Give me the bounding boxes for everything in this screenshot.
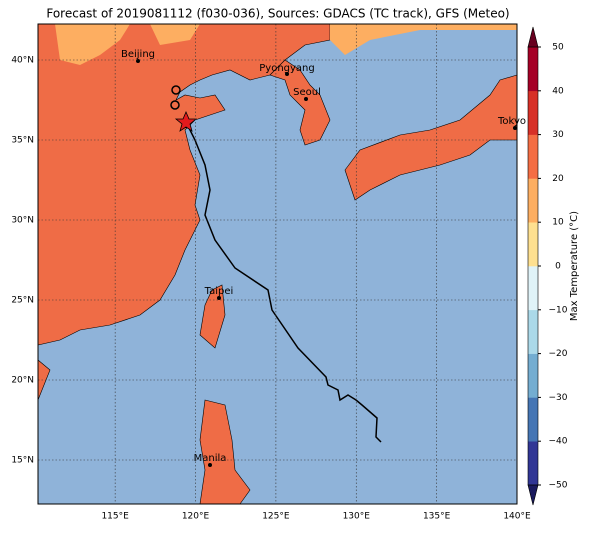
colorbar-segment [528, 134, 538, 179]
city-label: Seoul [293, 87, 321, 98]
colorbar-segment [528, 441, 538, 486]
mainland [37, 23, 331, 346]
storm-marker [171, 85, 181, 95]
colorbar-segment [528, 309, 538, 354]
colorbar-tick-label: 0 [555, 262, 561, 272]
storm-star [174, 110, 198, 132]
city-dot [217, 296, 221, 300]
storm-marker [170, 100, 180, 110]
colorbar-tick-label: 10 [552, 218, 564, 228]
x-tick-label: 140°E [503, 512, 531, 522]
russia [330, 24, 517, 55]
y-tick-label: 20°N [11, 376, 34, 386]
colorbar-tick-label: −10 [549, 305, 568, 315]
y-tick-label: 40°N [11, 56, 34, 66]
city-dot [304, 97, 308, 101]
colorbar-over [527, 26, 539, 48]
x-tick-label: 120°E [182, 512, 210, 522]
graticule [38, 24, 518, 504]
colorbar-segment [528, 397, 538, 442]
taiwan [199, 284, 226, 349]
y-tick-label: 25°N [11, 296, 34, 306]
colorbar-tick-label: −30 [549, 393, 568, 403]
city-dot [208, 463, 212, 467]
colorbar-segment [528, 90, 538, 135]
colorbar-tick-label: −20 [549, 349, 568, 359]
city-dot [285, 72, 289, 76]
city-label: Manila [194, 453, 227, 464]
colorbar-under [527, 484, 539, 506]
colorbar-tick-label: −50 [549, 481, 568, 491]
storm-track [185, 121, 382, 443]
map-frame [37, 23, 518, 505]
colorbar-segment [528, 222, 538, 267]
colorbar: −50 −40 −30 −20 −10 0 10 20 30 40 50 [527, 26, 568, 506]
highland [55, 24, 200, 65]
x-tick-label: 115°E [101, 512, 129, 522]
colorbar-label: Max Temperature (°C) [569, 211, 580, 321]
y-tick-label: 15°N [11, 456, 34, 466]
colorbar-tick-label: 20 [552, 174, 564, 184]
city-label: Pyongyang [259, 63, 314, 74]
y-tick-label: 35°N [11, 136, 34, 146]
map-title: Forecast of 2019081112 (f030-036), Sourc… [46, 7, 509, 21]
city-label: Beijing [121, 49, 155, 60]
colorbar-tick-label: 40 [552, 86, 564, 96]
map: Beijing Pyongyang Seoul Tokyo Taipei Man… [37, 23, 526, 505]
colorbar-segment [528, 47, 538, 92]
cities: Beijing Pyongyang Seoul Tokyo Taipei Man… [121, 49, 526, 467]
city-label: Taipei [204, 286, 234, 297]
colorbar-segment [528, 353, 538, 398]
x-tick-label: 130°E [343, 512, 371, 522]
city-label: Tokyo [497, 116, 526, 127]
colorbar-segment [528, 266, 538, 311]
city-dot [513, 126, 517, 130]
x-tick-label: 135°E [423, 512, 451, 522]
colorbar-segment [528, 178, 538, 223]
colorbar-tick-label: −40 [549, 437, 568, 447]
luzon [199, 399, 251, 505]
y-tick-label: 30°N [11, 216, 34, 226]
korea [269, 59, 331, 146]
x-tick-label: 125°E [262, 512, 290, 522]
colorbar-tick-label: 50 [552, 43, 564, 53]
colorbar-tick-label: 30 [552, 130, 564, 140]
